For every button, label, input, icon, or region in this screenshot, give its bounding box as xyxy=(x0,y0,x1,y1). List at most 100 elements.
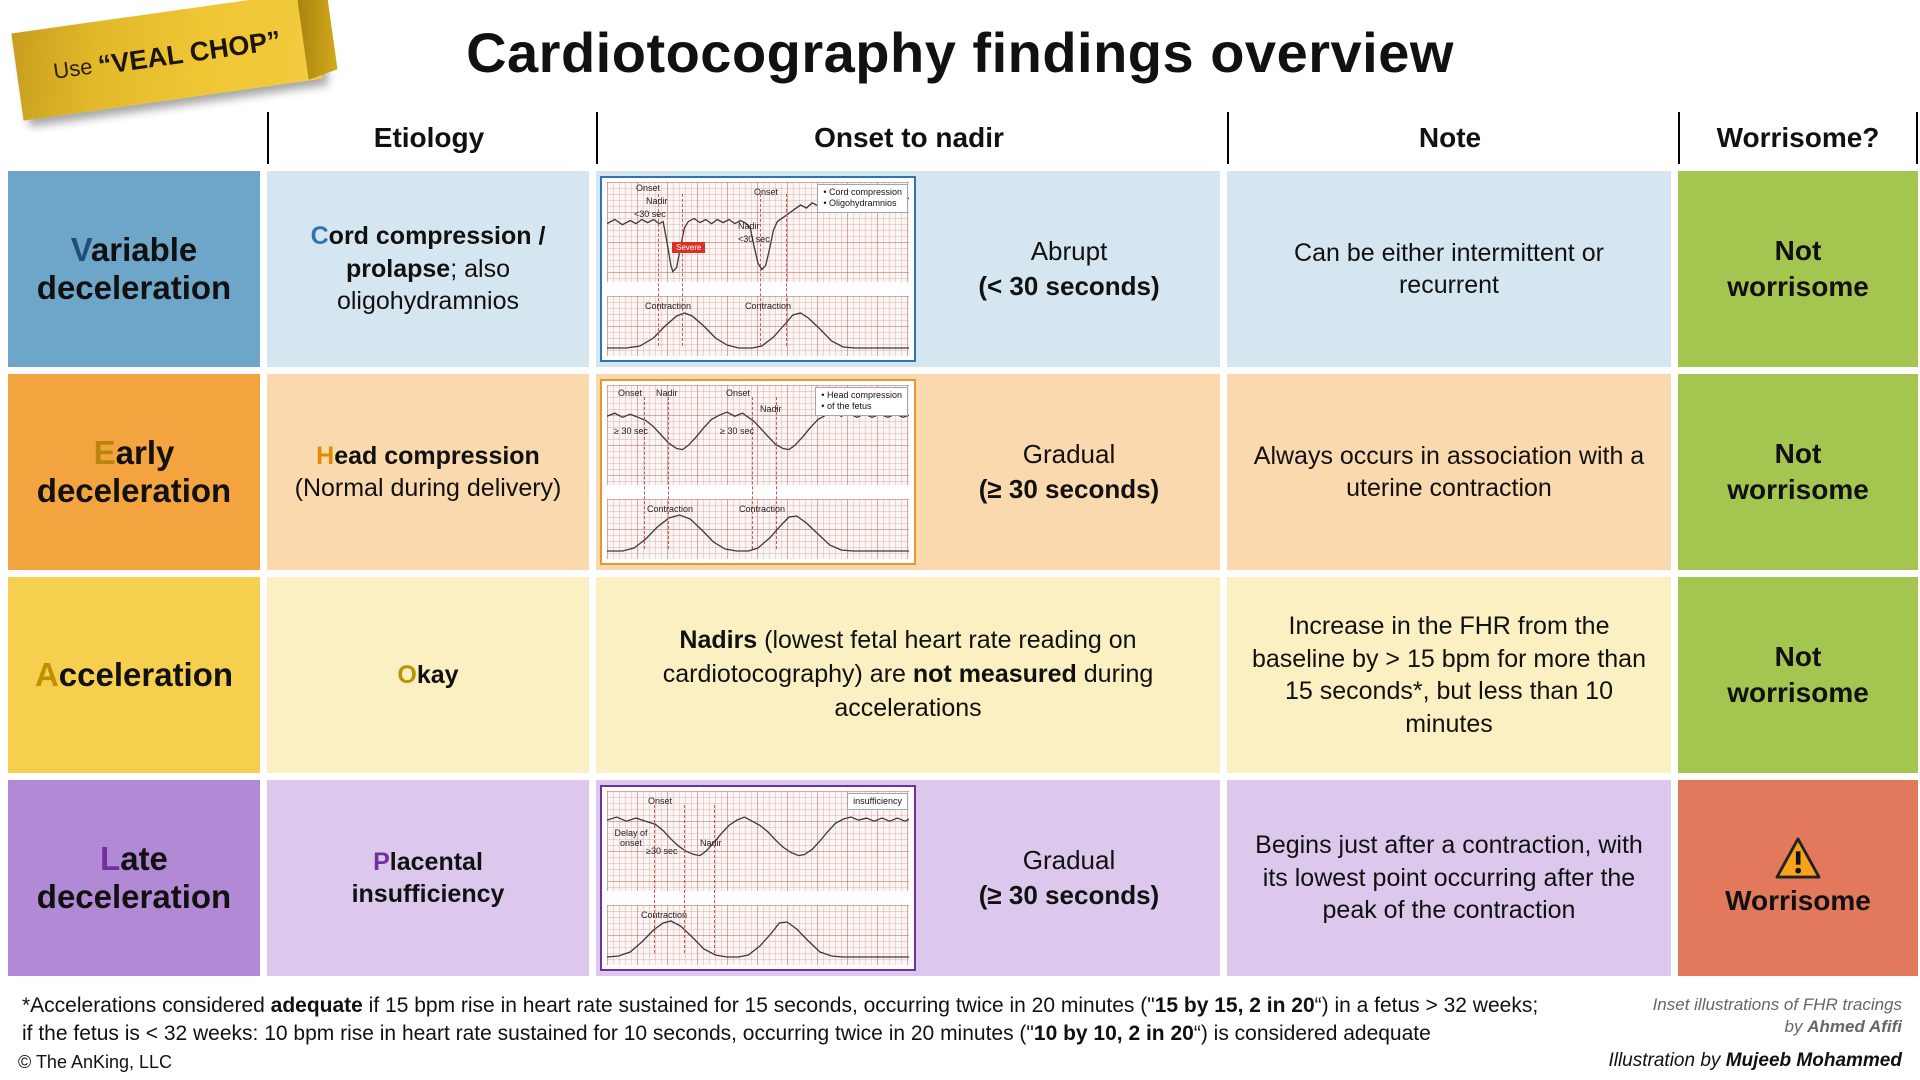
cell-worrisome-variable: Not worrisome xyxy=(1678,171,1918,367)
contraction-label: Contraction xyxy=(641,910,688,920)
mnemonic-initial-p: P xyxy=(373,847,390,876)
footnote-line2: if the fetus is < 32 weeks: 10 bpm rise … xyxy=(22,1022,1431,1046)
legend-item: Head compression xyxy=(821,390,902,401)
onset-description-late: Gradual (≥ 30 seconds) xyxy=(922,843,1216,913)
cell-note-early: Always occurs in association with a uter… xyxy=(1227,374,1671,570)
note-text: Always occurs in association with a uter… xyxy=(1253,441,1645,503)
nadir-label: Nadir xyxy=(738,221,760,231)
ctg-legend-early: Head compression of the fetus xyxy=(815,387,908,416)
onset-marker-line xyxy=(684,805,685,953)
row-label-text-line2: deceleration xyxy=(36,878,232,915)
duration-label: ≥ 30 sec xyxy=(614,426,648,436)
row-label-early-deceleration: Early deceleration xyxy=(8,374,260,570)
row-label-text-line2: deceleration xyxy=(36,472,232,509)
duration-label: ≥30 sec xyxy=(646,846,678,856)
mnemonic-initial-a: A xyxy=(34,656,59,694)
etiology-normal-text: (Normal during delivery) xyxy=(294,474,562,502)
row-label-text: ariable xyxy=(90,231,198,269)
worrisome-status-line2: worrisome xyxy=(1727,271,1869,302)
row-label-text: ate xyxy=(120,840,168,878)
row-label-variable-deceleration: Variable deceleration xyxy=(8,171,260,367)
footnote-line1: *Accelerations considered adequate if 15… xyxy=(22,994,1539,1017)
cell-worrisome-acceleration: Not worrisome xyxy=(1678,577,1918,773)
onset-type: Abrupt xyxy=(1030,235,1108,266)
onset-bold-text: Nadirs xyxy=(679,626,758,655)
onset-description-early: Gradual (≥ 30 seconds) xyxy=(922,437,1216,507)
onset-label: Onset xyxy=(618,388,643,398)
cell-etiology-early: Head compression (Normal during delivery) xyxy=(267,374,589,570)
onset-normal-text: during accelerations xyxy=(834,660,1154,722)
col-header-etiology: Etiology xyxy=(267,112,589,164)
onset-label: Onset xyxy=(636,183,661,193)
warning-icon xyxy=(1775,837,1821,879)
row-label-late-deceleration: Late deceleration xyxy=(8,780,260,976)
contraction-label: Contraction xyxy=(739,504,786,514)
legend-item: insufficiency xyxy=(853,796,902,806)
toco-trace xyxy=(607,296,909,356)
nadir-marker-line xyxy=(714,805,715,953)
cell-note-late: Begins just after a contraction, with it… xyxy=(1227,780,1671,976)
onset-duration: (≥ 30 seconds) xyxy=(978,880,1160,910)
cell-onset-late: Contraction Onset Delay of onset ≥30 sec… xyxy=(596,780,1220,976)
onset-marker-line xyxy=(760,194,761,346)
duration-label: <30 sec xyxy=(634,209,666,219)
mnemonic-initial-v: V xyxy=(70,231,91,269)
onset-marker-line xyxy=(644,397,645,549)
ctg-inset-variable: Contraction Contraction Onset Nadir <30 … xyxy=(600,176,916,362)
note-text: Begins just after a contraction, with it… xyxy=(1255,831,1643,925)
cell-etiology-late: Placental insufficiency xyxy=(267,780,589,976)
legend-item: Oligohydramnios xyxy=(823,198,902,209)
mnemonic-initial-e: E xyxy=(93,434,116,472)
onset-label: Onset xyxy=(648,796,673,806)
nadir-label: Nadir xyxy=(760,404,782,414)
row-label-acceleration: Acceleration xyxy=(8,577,260,773)
cell-worrisome-late: Worrisome xyxy=(1678,780,1918,976)
fhr-trace xyxy=(607,791,909,891)
toco-trace xyxy=(607,905,909,965)
findings-table: Etiology Onset to nadir Note Worrisome? … xyxy=(8,112,1918,976)
legend-item: Cord compression xyxy=(823,187,902,198)
worrisome-status: Worrisome xyxy=(1725,884,1871,916)
onset-duration: (< 30 seconds) xyxy=(978,271,1160,301)
mnemonic-initial-c: C xyxy=(310,222,329,251)
inset-illustration-credit: Inset illustrations of FHR tracings by A… xyxy=(1653,994,1902,1038)
ctg-inset-early: Contraction Contraction Onset Nadir ≥ 30… xyxy=(600,379,916,565)
credit-author-name: Mujeeb Mohammed xyxy=(1725,1050,1902,1071)
cell-etiology-acceleration: Okay xyxy=(267,577,589,773)
cell-onset-early: Contraction Contraction Onset Nadir ≥ 30… xyxy=(596,374,1220,570)
toco-trace xyxy=(607,499,909,559)
col-header-onset: Onset to nadir xyxy=(596,112,1220,164)
copyright-notice: © The AnKing, LLC xyxy=(18,1052,173,1072)
onset-label: Onset xyxy=(754,187,779,197)
row-label-text-line2: deceleration xyxy=(36,269,232,306)
onset-normal-text: (lowest fetal heart rate reading on card… xyxy=(662,626,1137,689)
worrisome-status: Not xyxy=(1774,234,1822,266)
col-header-blank xyxy=(8,112,260,164)
col-header-worrisome: Worrisome? xyxy=(1678,112,1918,164)
severe-badge: Severe xyxy=(672,242,706,253)
fhr-trace xyxy=(607,385,909,485)
credit-text: Inset illustrations of FHR tracings xyxy=(1652,995,1902,1014)
onset-marker-line xyxy=(658,194,659,346)
worrisome-status: Not xyxy=(1774,640,1822,672)
worrisome-status: Not xyxy=(1774,437,1822,469)
etiology-bold-text: lacental xyxy=(389,847,483,876)
mnemonic-initial-o: O xyxy=(397,660,417,689)
nadir-label: Nadir xyxy=(646,196,668,206)
worrisome-status-line2: worrisome xyxy=(1727,474,1869,505)
credit-text-line2: by Ahmed Afifi xyxy=(1784,1017,1902,1037)
contraction-label: Contraction xyxy=(745,301,792,311)
row-label-text: arly xyxy=(115,434,175,472)
nadir-marker-line xyxy=(786,194,787,346)
etiology-bold-text: ord compression / prolapse xyxy=(328,222,546,283)
cell-onset-acceleration: Nadirs (lowest fetal heart rate reading … xyxy=(596,577,1220,773)
etiology-bold-text: ead compression xyxy=(334,441,540,470)
nadir-marker-line xyxy=(668,397,669,549)
mnemonic-initial-l: L xyxy=(100,840,121,878)
mnemonic-initial-h: H xyxy=(316,441,335,470)
onset-marker-line xyxy=(752,397,753,549)
ctg-inset-late: Contraction Onset Delay of onset ≥30 sec… xyxy=(600,785,916,971)
nadir-marker-line xyxy=(776,397,777,549)
cell-etiology-variable: Cord compression / prolapse; also oligoh… xyxy=(267,171,589,367)
